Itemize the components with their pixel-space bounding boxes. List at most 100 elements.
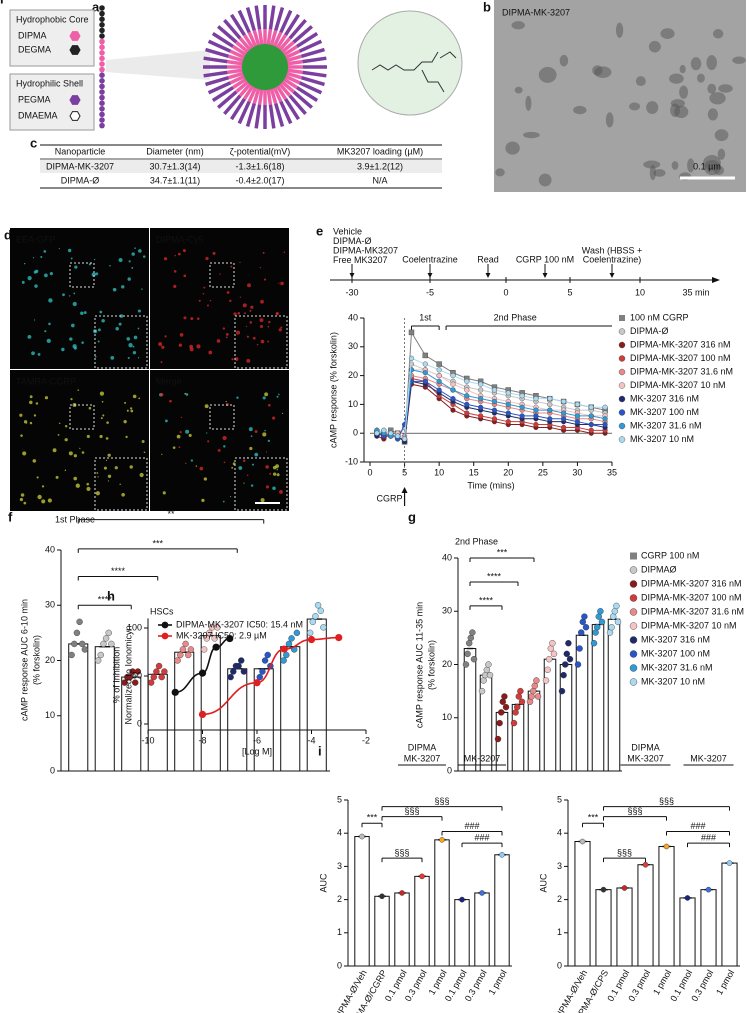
bar	[280, 646, 301, 772]
legend-marker	[618, 395, 626, 403]
y-tick-label: 0	[137, 718, 142, 728]
legend-marker	[618, 409, 626, 416]
point	[68, 651, 75, 659]
speck	[259, 318, 264, 323]
speck	[260, 498, 265, 503]
point	[408, 355, 415, 361]
speck	[46, 338, 51, 344]
significance: **	[167, 509, 175, 519]
point	[544, 666, 551, 674]
legend-label: DIPMA-MK-3207 316 nM	[630, 339, 731, 349]
speck	[118, 257, 123, 263]
point	[203, 635, 210, 642]
speck	[23, 262, 26, 265]
speck	[158, 342, 163, 347]
label: Wash (HBSS +	[582, 245, 642, 255]
speck	[70, 323, 75, 328]
point	[240, 668, 248, 675]
label: DIPMA-Ø	[61, 175, 100, 185]
label: DIPMA-MK-3207	[502, 7, 570, 17]
point	[479, 890, 485, 896]
point	[450, 396, 456, 402]
particle	[712, 29, 724, 39]
speck	[276, 395, 279, 398]
point	[198, 669, 207, 677]
speck	[83, 311, 87, 314]
point	[534, 693, 542, 700]
speck	[238, 466, 243, 470]
speck	[137, 327, 140, 330]
inset	[94, 457, 148, 511]
label: DIPMA-Ø	[333, 236, 372, 246]
point	[519, 393, 525, 399]
point	[560, 416, 567, 422]
speck	[131, 252, 135, 256]
speck	[246, 335, 249, 338]
point	[212, 643, 220, 651]
point	[491, 387, 498, 393]
speck	[133, 335, 138, 340]
point	[230, 668, 237, 675]
speck	[20, 493, 25, 497]
point	[588, 421, 594, 428]
rule	[269, 30, 278, 47]
label: DIPMA-MK3207	[333, 245, 398, 255]
speck	[206, 432, 208, 434]
label: Read	[477, 254, 499, 264]
rule	[300, 76, 325, 87]
point	[606, 629, 614, 636]
y-axis-label: AUC	[318, 873, 328, 893]
y-tick-label: 1	[557, 927, 562, 937]
rule	[296, 32, 319, 48]
bead	[99, 66, 105, 73]
speck	[267, 403, 271, 407]
speck	[248, 427, 253, 432]
label: 34.7±1.1(11)	[150, 175, 200, 185]
rule	[203, 56, 228, 64]
legend-marker	[161, 632, 169, 640]
point	[726, 860, 733, 866]
speck	[161, 453, 163, 455]
speck	[278, 282, 280, 284]
point	[478, 413, 484, 419]
legend-label: DIPMA-MK-3207 316 nM	[641, 578, 742, 588]
legend-marker	[629, 636, 638, 644]
speck	[237, 311, 241, 315]
particle	[707, 108, 718, 121]
point	[283, 651, 290, 659]
bar	[434, 839, 450, 967]
point	[505, 419, 511, 425]
speck	[206, 304, 209, 307]
point	[293, 629, 301, 637]
rule	[292, 25, 314, 44]
legend-label: MK-3207 31.6 nM	[630, 420, 702, 430]
speck	[178, 446, 181, 449]
point	[464, 378, 470, 384]
arrow-head	[609, 273, 615, 278]
speck	[99, 310, 103, 314]
point	[565, 640, 572, 647]
speck	[229, 299, 232, 303]
y-tick-label: 3	[557, 861, 562, 871]
speck	[94, 258, 96, 261]
speck	[73, 476, 78, 481]
rule	[282, 77, 298, 90]
y-tick-label: 30	[45, 600, 55, 610]
speck	[40, 255, 43, 259]
speck	[231, 358, 234, 361]
point	[238, 657, 245, 664]
point	[496, 719, 503, 727]
label: DEGMA	[18, 44, 51, 54]
point	[574, 413, 581, 419]
legend-marker	[629, 678, 638, 686]
bar	[607, 618, 621, 772]
rule	[230, 13, 246, 36]
label: PEGMA	[18, 94, 51, 104]
point	[514, 703, 521, 711]
rule	[268, 104, 276, 129]
x-tick-label: -2	[362, 735, 370, 745]
speck	[202, 292, 205, 295]
y-tick-label: 30	[442, 606, 452, 616]
speck	[283, 251, 286, 254]
speck	[276, 473, 280, 477]
